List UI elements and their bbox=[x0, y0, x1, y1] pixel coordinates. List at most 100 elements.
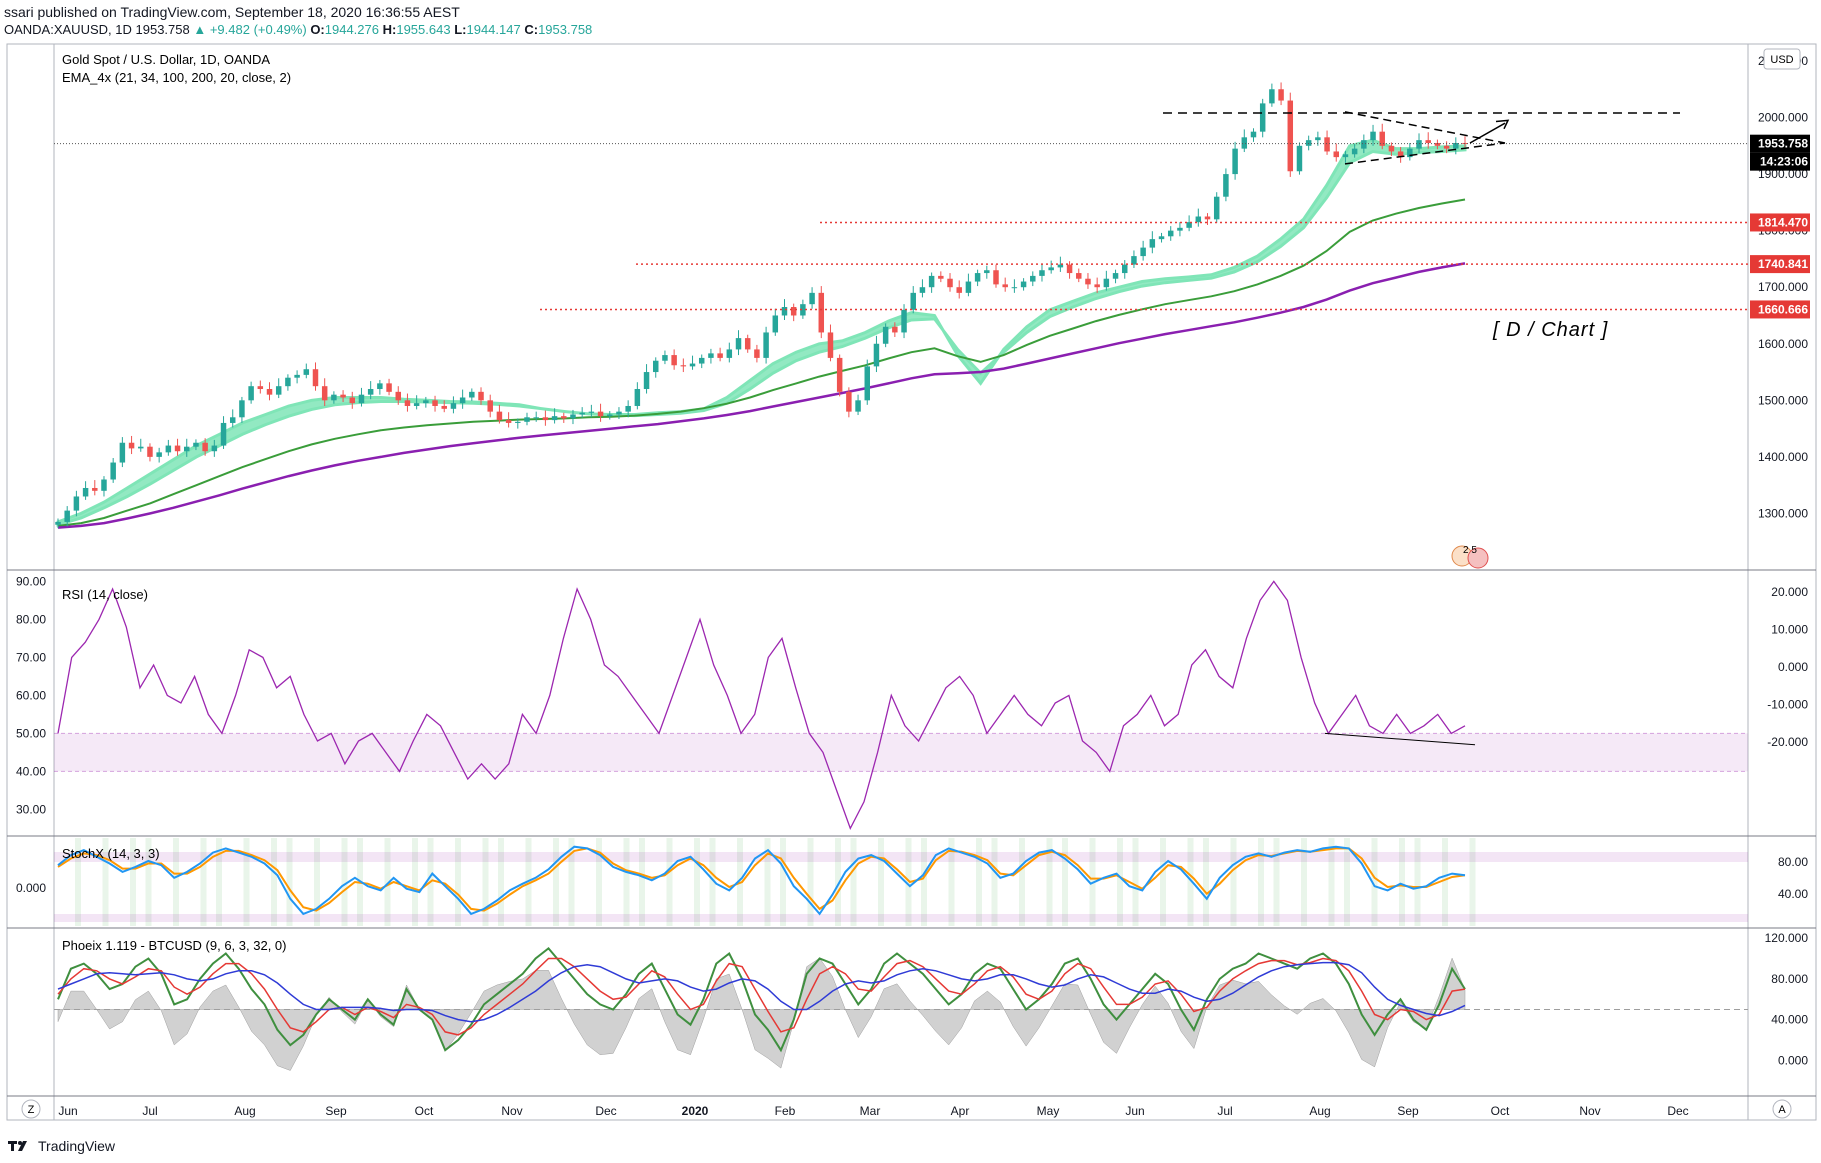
z-button[interactable]: Z bbox=[21, 1099, 41, 1119]
stoch-shade-44 bbox=[1117, 838, 1123, 926]
candle-49 bbox=[505, 420, 512, 423]
candle-131 bbox=[1259, 103, 1266, 132]
footer-brand: TradingView bbox=[38, 1138, 116, 1154]
candle-23 bbox=[266, 389, 273, 395]
price-tick-1: 2000.000 bbox=[1758, 111, 1808, 125]
price-pane[interactable] bbox=[54, 82, 1748, 529]
candle-101 bbox=[984, 270, 990, 274]
x-tick-7: 2020 bbox=[682, 1104, 709, 1118]
candle-33 bbox=[358, 394, 365, 404]
triangle-pattern bbox=[1344, 111, 1506, 165]
rsi-left-tick-3: 60.00 bbox=[16, 688, 46, 702]
candle-147 bbox=[1407, 148, 1413, 158]
candle-137 bbox=[1315, 137, 1321, 141]
stoch-shade-20 bbox=[553, 838, 559, 926]
x-tick-18: Dec bbox=[1667, 1104, 1688, 1118]
candle-26 bbox=[294, 374, 300, 378]
stoch-shade-58 bbox=[1442, 838, 1448, 926]
rsi-title: RSI (14, close) bbox=[62, 587, 148, 602]
stoch-shade-7 bbox=[243, 838, 250, 926]
stoch-shade-1 bbox=[102, 838, 109, 926]
stoch-shade-8 bbox=[271, 838, 277, 926]
candle-102 bbox=[993, 270, 999, 285]
stoch-shade-25 bbox=[666, 838, 673, 926]
phoeix-red-line bbox=[57, 957, 1466, 1036]
candle-50 bbox=[515, 421, 521, 423]
price-label-box-2 bbox=[1750, 213, 1810, 232]
candle-78 bbox=[772, 315, 779, 333]
event-icon[interactable]: 2 5 bbox=[1451, 545, 1489, 569]
stoch-pane[interactable] bbox=[54, 838, 1748, 926]
candle-111 bbox=[1076, 273, 1082, 279]
candle-56 bbox=[570, 414, 576, 419]
currency-label: USD bbox=[1770, 54, 1793, 66]
close-label: C: bbox=[524, 22, 539, 37]
candle-134 bbox=[1287, 100, 1294, 172]
candle-34 bbox=[367, 389, 374, 395]
phoeix-right-tick-1: 80.000 bbox=[1771, 972, 1808, 986]
candle-75 bbox=[744, 338, 751, 350]
stoch-shade-17 bbox=[482, 838, 489, 926]
rsi-left-tick-5: 40.00 bbox=[16, 764, 46, 778]
stoch-right-tick-1: 40.00 bbox=[1778, 887, 1808, 901]
stoch-shade-48 bbox=[1203, 838, 1209, 926]
candle-148 bbox=[1416, 140, 1422, 149]
stoch-upper-band bbox=[54, 852, 1748, 862]
candle-51 bbox=[524, 417, 530, 422]
candle-24 bbox=[275, 386, 282, 395]
stoch-shade-36 bbox=[921, 838, 927, 926]
candle-15 bbox=[193, 442, 199, 447]
candle-126 bbox=[1213, 196, 1220, 220]
currency-button[interactable] bbox=[1763, 48, 1801, 70]
phoeix-title: Phoeix 1.119 - BTCUSD (9, 6, 3, 32, 0) bbox=[62, 938, 286, 953]
publisher-line: ssari published on TradingView.com, Sept… bbox=[4, 4, 460, 20]
candle-135 bbox=[1296, 145, 1303, 172]
stoch-shade-16 bbox=[455, 838, 461, 926]
phoeix-right-tick-3: 0.000 bbox=[1778, 1053, 1808, 1067]
axes-labels: 2100.0002000.0001900.0001800.0001700.000… bbox=[16, 54, 1810, 1118]
candle-65 bbox=[653, 360, 659, 373]
open-label: O: bbox=[310, 22, 325, 37]
candle-95 bbox=[928, 275, 935, 288]
stoch-shade-27 bbox=[709, 838, 716, 926]
rsi-right-tick-4: -20.000 bbox=[1767, 735, 1808, 749]
price-label-2: 1814.470 bbox=[1758, 215, 1808, 229]
rsi-pane[interactable] bbox=[54, 580, 1748, 831]
candle-18 bbox=[220, 422, 227, 446]
candle-94 bbox=[919, 287, 926, 293]
candle-120 bbox=[1158, 236, 1165, 240]
x-tick-3: Sep bbox=[325, 1104, 347, 1118]
stoch-shade-5 bbox=[200, 838, 207, 926]
candle-55 bbox=[561, 416, 567, 419]
stoch-shade-53 bbox=[1328, 838, 1335, 926]
candle-91 bbox=[892, 326, 898, 333]
stoch-shade-50 bbox=[1258, 838, 1264, 926]
candle-74 bbox=[735, 338, 742, 350]
candle-96 bbox=[938, 275, 944, 279]
auto-scale-button[interactable]: A bbox=[1772, 1099, 1792, 1119]
candle-109 bbox=[1057, 264, 1064, 268]
candle-151 bbox=[1443, 145, 1450, 149]
x-tick-14: Aug bbox=[1309, 1104, 1330, 1118]
candle-128 bbox=[1232, 148, 1238, 175]
price-label-box-1 bbox=[1750, 152, 1810, 171]
candle-7 bbox=[119, 442, 126, 463]
candle-9 bbox=[138, 446, 144, 449]
candle-0 bbox=[55, 521, 61, 525]
footer: TradingView bbox=[8, 1138, 115, 1154]
main-title: Gold Spot / U.S. Dollar, 1D, OANDA bbox=[62, 52, 270, 67]
stoch-shade-40 bbox=[1019, 838, 1025, 926]
x-tick-15: Sep bbox=[1397, 1104, 1419, 1118]
phoeix-pane[interactable] bbox=[54, 947, 1748, 1071]
x-tick-16: Oct bbox=[1491, 1104, 1510, 1118]
candle-118 bbox=[1140, 247, 1146, 257]
breakout-arrowhead bbox=[1495, 119, 1510, 130]
stoch-shade-6 bbox=[216, 838, 222, 926]
candle-58 bbox=[588, 411, 595, 413]
candle-140 bbox=[1342, 154, 1349, 158]
candle-133 bbox=[1278, 89, 1284, 101]
svg-text:Z: Z bbox=[28, 1104, 35, 1116]
candle-59 bbox=[597, 411, 604, 417]
rsi-right-tick-1: 10.000 bbox=[1771, 623, 1808, 637]
